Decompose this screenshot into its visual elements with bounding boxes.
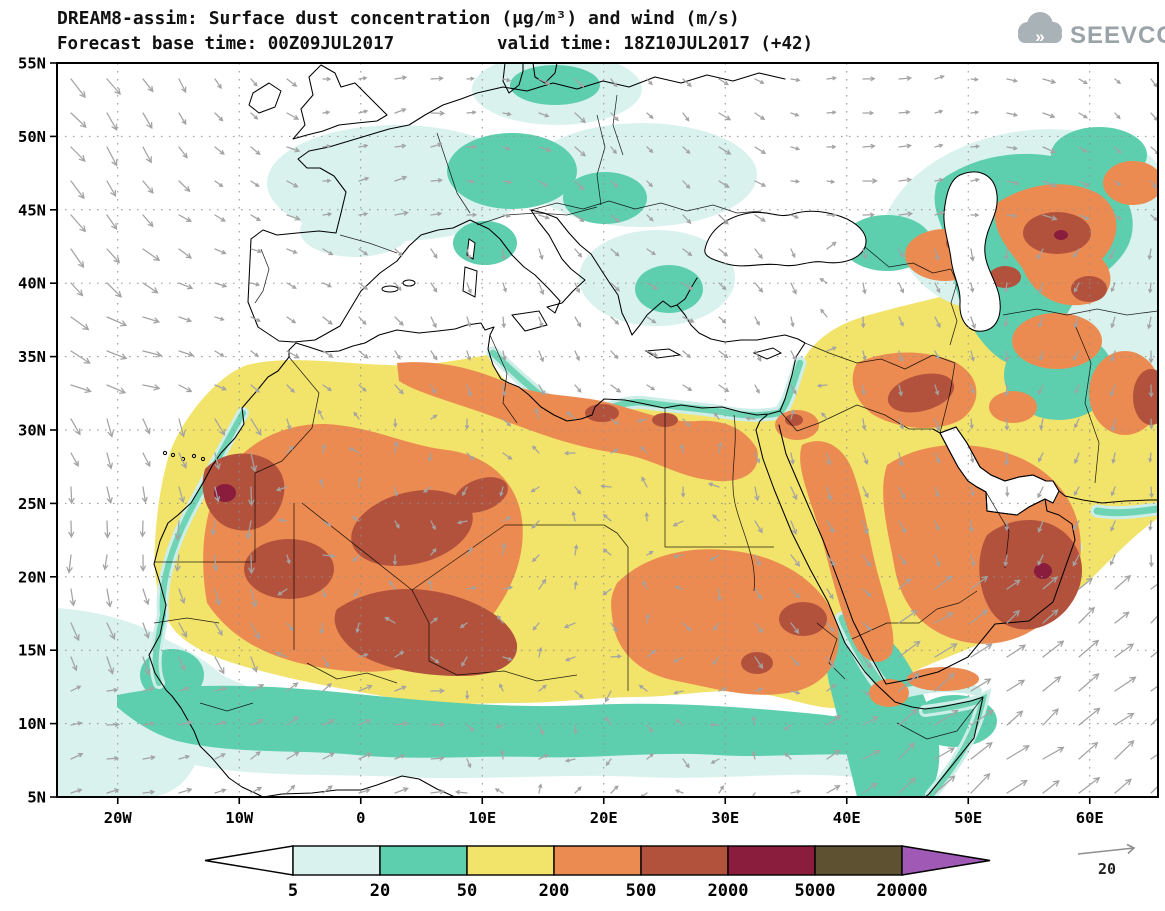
lat-tick-label: 40N — [18, 275, 46, 293]
valid-time-label: valid time: 18Z10JUL2017 (+42) — [497, 34, 813, 54]
logo-chevrons: » — [1035, 27, 1044, 46]
chart-title: DREAM8-assim: Surface dust concentration… — [57, 8, 740, 29]
coast-turkey-south — [676, 304, 806, 344]
colorbar-label: 20000 — [876, 881, 927, 901]
axes: 55N 50N 45N 40N 35N 30N 25N 20N 15N 10N 5N 20W 10W 0 1… — [18, 55, 1104, 828]
lon-tick-label: 10W — [225, 809, 254, 827]
coast-sweden-tip — [532, 63, 558, 84]
lon-tick-label: 40E — [833, 809, 861, 827]
colorbar-label: 2000 — [708, 881, 749, 901]
lat-tick-label: 35N — [18, 348, 46, 366]
colorbar-segment — [466, 845, 555, 876]
country-borders — [153, 94, 1158, 740]
coast-arabia — [885, 428, 1076, 685]
colorbar-label: 200 — [539, 881, 570, 901]
coast-ireland — [248, 82, 282, 114]
colorbar-segment — [292, 845, 381, 876]
coast-horn-of-africa — [876, 684, 984, 797]
lat-tick-label: 25N — [18, 495, 46, 513]
logo-text: SEEVCCC — [1070, 22, 1165, 49]
colorbar-segment — [640, 845, 729, 876]
colorbar-label: 5000 — [795, 881, 836, 901]
island-corsica — [466, 238, 476, 260]
graticule-lines — [57, 63, 1158, 797]
island-cyprus — [752, 347, 783, 360]
coast-north-africa — [288, 322, 806, 422]
colorbar-triangle-high — [901, 845, 991, 876]
coast-europe — [247, 209, 698, 343]
colorbar-segment — [814, 845, 903, 876]
lat-tick-label: 5N — [27, 789, 46, 807]
coast-red-sea-west — [755, 414, 878, 686]
lat-tick-label: 50N — [18, 128, 46, 146]
dust-concentration-fills — [57, 63, 1158, 797]
coast-baltic-south — [476, 72, 786, 94]
lon-tick-label: 0 — [356, 809, 365, 827]
coast-england — [292, 64, 388, 140]
colorbar-segment — [379, 845, 468, 876]
seevccc-logo: » SEEVCCC — [1018, 12, 1165, 49]
island-sicily — [511, 310, 548, 332]
lat-tick-label: 30N — [18, 422, 46, 440]
lat-tick-label: 15N — [18, 642, 46, 660]
seas — [704, 171, 1060, 516]
island-menorca — [402, 279, 416, 287]
lon-tick-label: 20W — [104, 809, 133, 827]
wind-reference-arrow — [1077, 843, 1136, 855]
wind-vector-field — [66, 75, 1158, 797]
colorbar-segment — [727, 845, 816, 876]
coast-iran-gulf — [939, 426, 1158, 504]
lat-tick-label: 20N — [18, 568, 46, 586]
lat-tick-label: 55N — [18, 55, 46, 73]
colorbar-segment — [553, 845, 642, 876]
island-sardinia — [462, 266, 478, 298]
dust-fill-red-group — [202, 212, 1158, 676]
coast-west-africa — [148, 356, 290, 797]
wind-reference-value: 20 — [1098, 860, 1116, 878]
forecast-base-time-label: Forecast base time: 00Z09JUL2017 — [57, 34, 394, 54]
colorbar-label: 20 — [370, 881, 390, 901]
wind-arrows — [66, 75, 1158, 797]
coast-gulf-of-guinea — [262, 775, 456, 797]
lon-tick-label: 20E — [590, 809, 618, 827]
islands — [162, 238, 783, 462]
lon-tick-label: 30E — [711, 809, 739, 827]
lon-tick-label: 10E — [468, 809, 496, 827]
island-mallorca — [381, 285, 399, 293]
coast-channel-biscay — [250, 92, 478, 240]
lat-tick-label: 10N — [18, 715, 46, 733]
lon-tick-label: 60E — [1076, 809, 1104, 827]
colorbar-legend: 5 20 50 200 500 2000 5000 20000 — [204, 845, 991, 901]
colorbar-label: 5 — [288, 881, 298, 901]
caspian-sea — [943, 171, 1001, 332]
lon-tick-label: 50E — [954, 809, 982, 827]
lat-tick-label: 45N — [18, 201, 46, 219]
wind-reference: 20 — [1077, 843, 1136, 878]
black-sea — [704, 210, 867, 267]
cloud-icon: » — [1018, 12, 1062, 46]
colorbar-label: 500 — [626, 881, 657, 901]
map-plot-area — [57, 63, 1158, 797]
graticule — [57, 63, 1158, 797]
colorbar-label: 50 — [457, 881, 477, 901]
